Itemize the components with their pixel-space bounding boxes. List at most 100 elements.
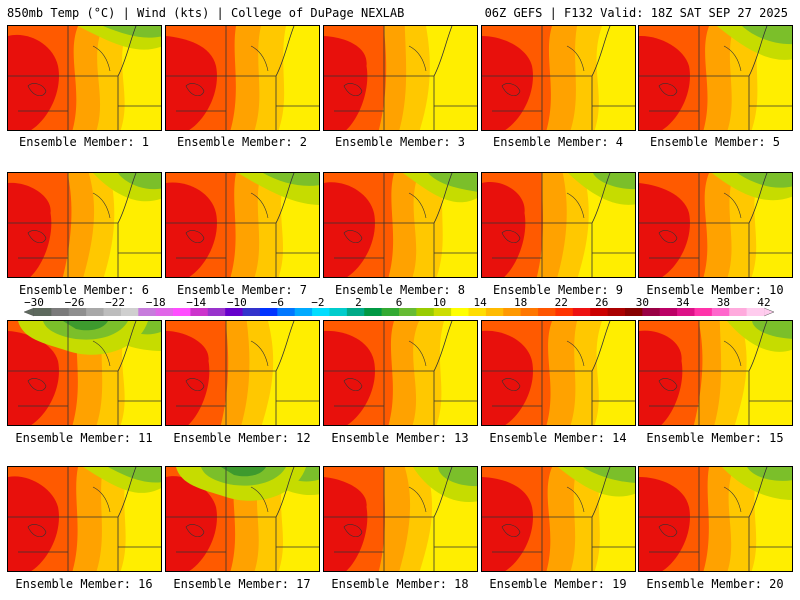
ensemble-member-label: Ensemble Member: 3 bbox=[334, 135, 466, 149]
colorbar-swatch bbox=[138, 308, 157, 316]
colorbar-tick-label: 2 bbox=[355, 296, 362, 309]
ensemble-map-panel bbox=[323, 25, 478, 131]
colorbar-swatch bbox=[103, 308, 122, 316]
ensemble-map-panel bbox=[7, 172, 162, 278]
map-title: 850mb Temp (°C) | Wind (kts) | College o… bbox=[7, 6, 405, 20]
temperature-field-map bbox=[482, 467, 635, 571]
temperature-field-map bbox=[8, 173, 161, 277]
colorbar-swatch bbox=[34, 308, 52, 316]
colorbar-max-arrow bbox=[763, 307, 775, 317]
colorbar-swatch bbox=[485, 308, 504, 316]
colorbar-swatch bbox=[677, 308, 695, 316]
colorbar-swatch bbox=[538, 308, 556, 316]
temperature-field-map bbox=[639, 321, 792, 425]
ensemble-member-label: Ensemble Member: 20 bbox=[646, 577, 784, 591]
temperature-field-map bbox=[324, 26, 477, 130]
colorbar-tick-label: 14 bbox=[473, 296, 487, 309]
ensemble-member-label: Ensemble Member: 10 bbox=[646, 283, 784, 297]
colorbar-swatch bbox=[711, 308, 730, 316]
colorbar-tick-label: 42 bbox=[757, 296, 770, 309]
colorbar-swatch bbox=[607, 308, 626, 316]
temperature-field-map bbox=[639, 26, 792, 130]
ensemble-member-label: Ensemble Member: 8 bbox=[334, 283, 466, 297]
colorbar-swatch bbox=[520, 308, 539, 316]
ensemble-map-panel bbox=[638, 25, 793, 131]
temperature-field-map bbox=[482, 26, 635, 130]
colorbar-swatch bbox=[642, 308, 661, 316]
ensemble-map-panel bbox=[165, 320, 320, 426]
temperature-field-map bbox=[639, 173, 792, 277]
colorbar-tick-label: 26 bbox=[595, 296, 608, 309]
colorbar-swatch bbox=[746, 308, 765, 316]
colorbar-swatch bbox=[433, 308, 452, 316]
ensemble-member-label: Ensemble Member: 16 bbox=[15, 577, 153, 591]
ensemble-map-panel bbox=[481, 172, 636, 278]
ensemble-member-label: Ensemble Member: 19 bbox=[489, 577, 627, 591]
colorbar-tick-label: 38 bbox=[717, 296, 730, 309]
ensemble-map-panel bbox=[323, 320, 478, 426]
ensemble-member-label: Ensemble Member: 13 bbox=[331, 431, 469, 445]
colorbar-tick-label: −2 bbox=[311, 296, 324, 309]
colorbar-swatch bbox=[468, 308, 487, 316]
ensemble-member-label: Ensemble Member: 12 bbox=[173, 431, 311, 445]
colorbar-swatch bbox=[120, 308, 139, 316]
colorbar-swatch bbox=[68, 308, 87, 316]
temperature-field-map bbox=[166, 467, 319, 571]
colorbar-swatch bbox=[259, 308, 278, 316]
colorbar-tick-label: 10 bbox=[433, 296, 446, 309]
colorbar-tick-label: −6 bbox=[271, 296, 284, 309]
colorbar-swatch bbox=[694, 308, 713, 316]
colorbar-swatch bbox=[572, 308, 591, 316]
ensemble-member-label: Ensemble Member: 5 bbox=[649, 135, 781, 149]
colorbar-swatch bbox=[51, 308, 70, 316]
colorbar-swatch bbox=[155, 308, 174, 316]
ensemble-map-panel bbox=[638, 172, 793, 278]
colorbar-swatch bbox=[555, 308, 574, 316]
ensemble-map-panel bbox=[481, 25, 636, 131]
ensemble-map-panel bbox=[323, 466, 478, 572]
ensemble-map-panel bbox=[165, 25, 320, 131]
colorbar-swatch bbox=[190, 308, 209, 316]
colorbar-swatch bbox=[364, 308, 383, 316]
colorbar-tick-label: 6 bbox=[396, 296, 403, 309]
model-run-valid-time: 06Z GEFS | F132 Valid: 18Z SAT SEP 27 20… bbox=[484, 6, 788, 20]
temperature-field-map bbox=[324, 467, 477, 571]
colorbar-tick-label: 18 bbox=[514, 296, 527, 309]
colorbar-swatch bbox=[399, 308, 417, 316]
colorbar-tick-label: 22 bbox=[555, 296, 568, 309]
colorbar-swatch bbox=[381, 308, 400, 316]
colorbar-tick-label: −10 bbox=[227, 296, 247, 309]
colorbar-swatch bbox=[624, 308, 643, 316]
temperature-field-map bbox=[166, 173, 319, 277]
colorbar-swatch bbox=[346, 308, 365, 316]
ensemble-map-panel bbox=[481, 466, 636, 572]
ensemble-map-panel bbox=[638, 320, 793, 426]
ensemble-map-panel bbox=[323, 172, 478, 278]
ensemble-member-label: Ensemble Member: 4 bbox=[492, 135, 624, 149]
colorbar-tick-label: −18 bbox=[146, 296, 166, 309]
temperature-field-map bbox=[166, 26, 319, 130]
ensemble-member-label: Ensemble Member: 18 bbox=[331, 577, 469, 591]
colorbar-swatch bbox=[312, 308, 330, 316]
temperature-field-map bbox=[482, 321, 635, 425]
colorbar-swatch bbox=[277, 308, 296, 316]
colorbar-swatch bbox=[207, 308, 226, 316]
temperature-field-map bbox=[8, 467, 161, 571]
ensemble-map-panel bbox=[165, 172, 320, 278]
colorbar-swatch bbox=[416, 308, 435, 316]
colorbar-swatch bbox=[225, 308, 243, 316]
ensemble-map-panel bbox=[7, 466, 162, 572]
ensemble-member-label: Ensemble Member: 9 bbox=[492, 283, 624, 297]
temperature-field-map bbox=[166, 321, 319, 425]
colorbar-swatch bbox=[590, 308, 608, 316]
ensemble-member-label: Ensemble Member: 1 bbox=[18, 135, 150, 149]
colorbar-swatch bbox=[659, 308, 678, 316]
temperature-field-map bbox=[639, 467, 792, 571]
ensemble-member-label: Ensemble Member: 14 bbox=[489, 431, 627, 445]
colorbar-swatch bbox=[729, 308, 748, 316]
colorbar-tick-label: −30 bbox=[24, 296, 44, 309]
ensemble-member-label: Ensemble Member: 6 bbox=[18, 283, 150, 297]
colorbar-swatch bbox=[451, 308, 469, 316]
colorbar-tick-label: 30 bbox=[636, 296, 649, 309]
colorbar-min-arrow bbox=[23, 307, 35, 317]
